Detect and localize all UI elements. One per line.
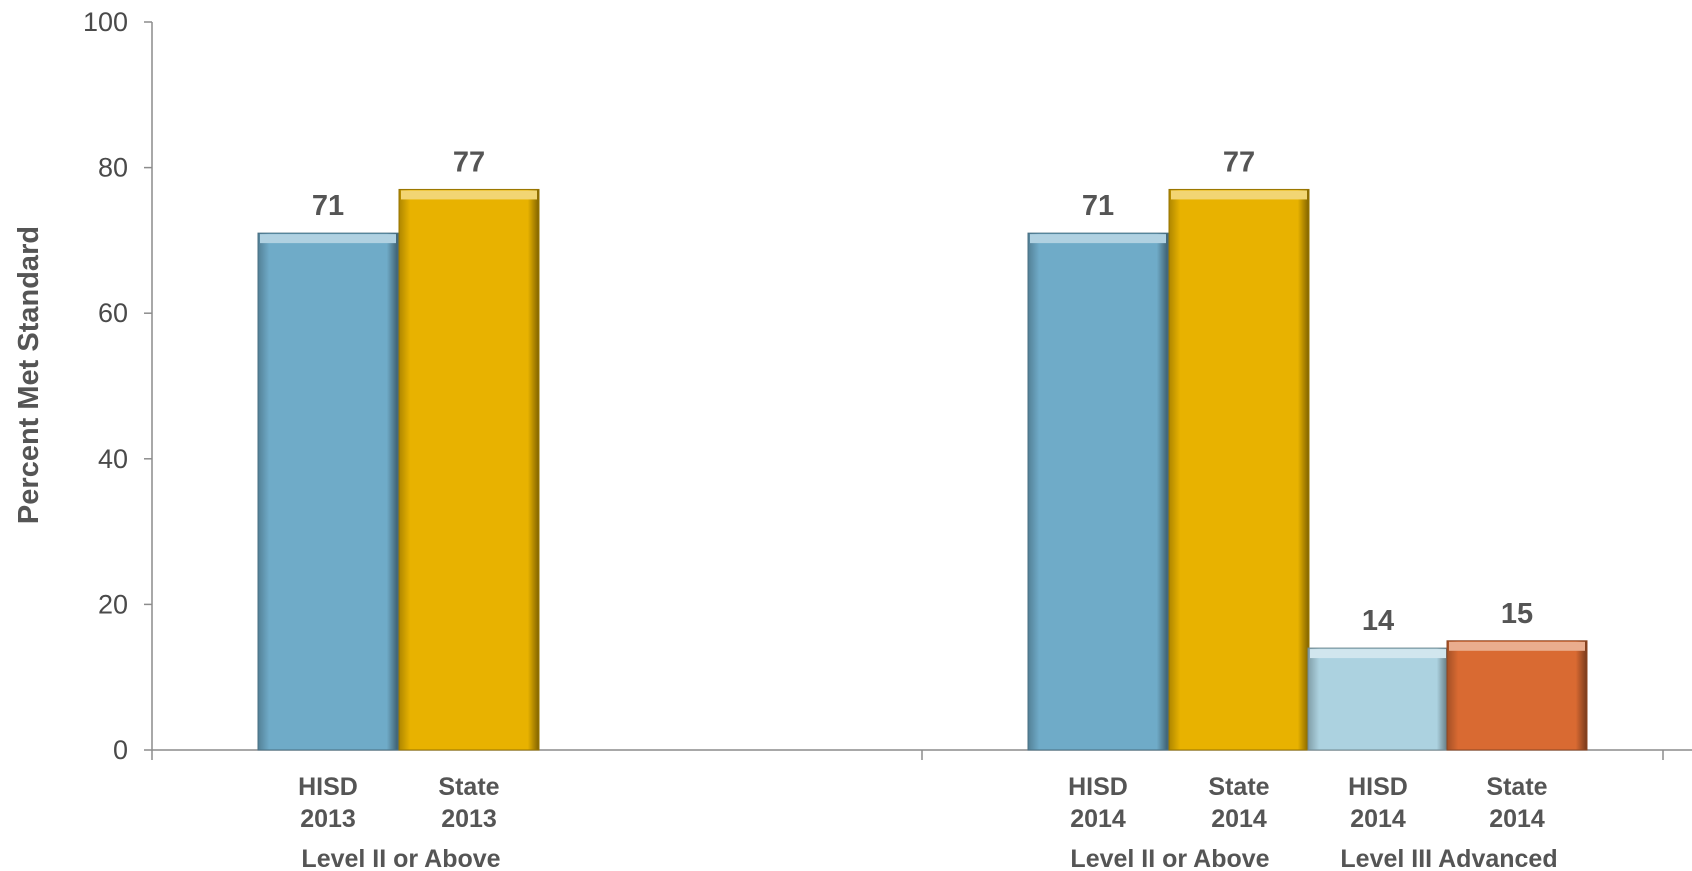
category-label: HISD bbox=[298, 773, 358, 801]
x-axis bbox=[151, 749, 1692, 760]
data-label: 15 bbox=[1501, 598, 1533, 630]
y-tick-label: 0 bbox=[113, 735, 128, 765]
bar-state-2013 bbox=[398, 188, 540, 751]
bar-state-2014-l3 bbox=[1446, 640, 1588, 751]
data-label: 71 bbox=[1082, 190, 1114, 222]
labels: 71 HISD 2013 77 State 2013 71 HISD 2014 77 State 20… bbox=[298, 146, 1557, 871]
category-label: 2014 bbox=[1070, 805, 1126, 833]
bar-bevel bbox=[260, 234, 396, 244]
y-axis: 0 20 40 60 80 100 bbox=[83, 7, 153, 765]
y-tick-label: 80 bbox=[98, 153, 128, 183]
bar-bevel bbox=[401, 190, 537, 200]
bar-rect bbox=[1307, 647, 1449, 751]
category-label: State bbox=[1486, 773, 1547, 801]
y-tick-label: 60 bbox=[98, 298, 128, 328]
data-label: 71 bbox=[312, 190, 344, 222]
bars bbox=[257, 188, 1588, 751]
data-label: 14 bbox=[1362, 605, 1394, 637]
bar-bevel bbox=[1449, 641, 1585, 651]
y-axis-title: Percent Met Standard bbox=[13, 226, 45, 524]
bar-hisd-2014-l2 bbox=[1027, 232, 1169, 751]
bar-rect bbox=[398, 188, 540, 751]
category-label: 2013 bbox=[441, 805, 497, 833]
category-label: 2014 bbox=[1350, 805, 1406, 833]
group-label-group-2014-level2: Level II or Above bbox=[1070, 845, 1269, 871]
category-label: 2014 bbox=[1489, 805, 1545, 833]
group-label-group-2013-level2: Level II or Above bbox=[301, 845, 500, 871]
y-tick-label: 40 bbox=[98, 444, 128, 474]
bar-rect bbox=[1168, 188, 1310, 751]
bar-rect bbox=[257, 232, 399, 751]
group-label-group-2014-level3: Level III Advanced bbox=[1340, 845, 1557, 871]
category-label: State bbox=[1208, 773, 1269, 801]
bar-rect bbox=[1446, 640, 1588, 751]
bar-hisd-2013 bbox=[257, 232, 399, 751]
data-label: 77 bbox=[453, 146, 485, 178]
bar-bevel bbox=[1310, 649, 1446, 659]
bar-state-2014-l2 bbox=[1168, 188, 1310, 751]
category-label: State bbox=[438, 773, 499, 801]
bar-bevel bbox=[1171, 190, 1307, 200]
category-label: 2014 bbox=[1211, 805, 1267, 833]
y-tick-label: 20 bbox=[98, 589, 128, 619]
y-tick-label: 100 bbox=[83, 7, 128, 37]
category-label: 2013 bbox=[300, 805, 356, 833]
category-label: HISD bbox=[1348, 773, 1408, 801]
bar-hisd-2014-l3 bbox=[1307, 647, 1449, 751]
category-label: HISD bbox=[1068, 773, 1128, 801]
bar-bevel bbox=[1030, 234, 1166, 244]
bar-rect bbox=[1027, 232, 1169, 751]
data-label: 77 bbox=[1223, 146, 1255, 178]
